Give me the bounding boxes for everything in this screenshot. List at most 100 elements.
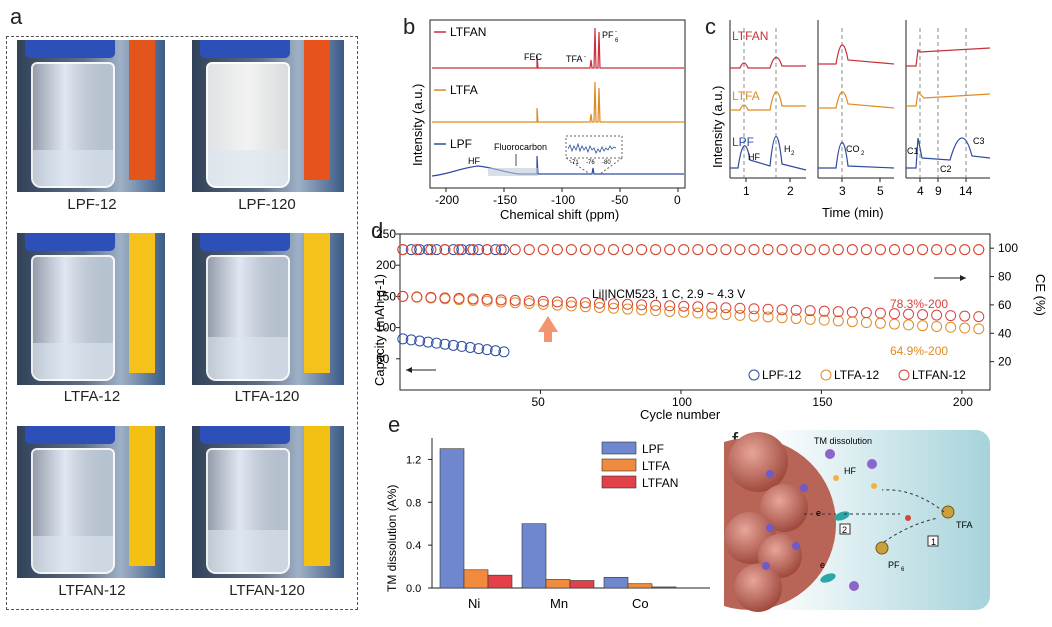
capacity-point bbox=[565, 296, 577, 308]
capacity-point bbox=[509, 294, 521, 306]
capacity-point bbox=[748, 310, 760, 322]
gc-peak-co2: CO bbox=[846, 144, 860, 154]
vial-glass bbox=[31, 255, 115, 381]
ce-point bbox=[874, 244, 886, 256]
capacity-point bbox=[846, 306, 858, 318]
annotation-pf6: PF bbox=[602, 30, 614, 40]
ce-point bbox=[425, 244, 437, 256]
schematic-hf: HF bbox=[844, 466, 856, 476]
ce-point bbox=[959, 244, 971, 256]
gc-chart: Intensity (a.u.) LTFAN LTFA bbox=[710, 20, 991, 220]
cycling-condition: Li||NCM523, 1 C, 2.9 ~ 4.3 V bbox=[592, 287, 745, 301]
ce-point bbox=[593, 244, 605, 256]
capacity-point bbox=[734, 302, 746, 314]
capacity-point bbox=[593, 297, 605, 309]
ce-point bbox=[608, 244, 620, 256]
trace-label-lpf: LPF bbox=[450, 137, 472, 151]
vial-glass bbox=[206, 62, 290, 188]
right-axis-arrowhead-icon bbox=[960, 275, 966, 281]
photo-panel-frame bbox=[6, 36, 358, 610]
capacity-point bbox=[818, 305, 830, 317]
hf-molecule-icon bbox=[833, 475, 839, 481]
annotation-hf: HF bbox=[468, 156, 480, 166]
schematic-electron-1: e bbox=[816, 508, 821, 518]
capacity-point bbox=[523, 298, 535, 310]
ce-point bbox=[664, 244, 676, 256]
annotation-fec: FEC bbox=[524, 52, 543, 62]
bar-ltfan-co bbox=[651, 586, 677, 589]
cycling-chart: 50 100 150 200 50 100 150 200 250 20 40 60 80 100 Cap… bbox=[372, 228, 1048, 422]
nmr-xtick-3: -100 bbox=[551, 193, 575, 207]
bar-ytick-label: 0.8 bbox=[406, 497, 421, 509]
capacity-point bbox=[664, 300, 676, 312]
capacity-point bbox=[959, 310, 971, 322]
cycling-ytick-left-label: 250 bbox=[376, 228, 396, 241]
legend-swatch-lpf bbox=[601, 441, 637, 455]
bar-ltfa-mn bbox=[545, 579, 571, 589]
vial-glass bbox=[206, 448, 290, 574]
gc-peak-co2-sub: 2 bbox=[861, 151, 865, 157]
capacity-point bbox=[467, 293, 479, 305]
capacity-point bbox=[678, 300, 690, 312]
nmr-ylabel: Intensity (a.u.) bbox=[410, 84, 425, 166]
cycling-ytick-right-label: 100 bbox=[998, 241, 1018, 255]
capacity-point bbox=[422, 336, 434, 348]
gc-peak-h2-sub: 2 bbox=[791, 151, 795, 157]
cycling-xlabel: Cycle number bbox=[640, 407, 721, 422]
gc-peak-c1: C1 bbox=[907, 146, 919, 156]
bar-category-label: Ni bbox=[468, 596, 480, 611]
capacity-point bbox=[579, 297, 591, 309]
capacity-point bbox=[692, 307, 704, 319]
vial-photo bbox=[17, 426, 165, 578]
vial-liquid bbox=[33, 536, 113, 572]
bar-ltfan-ni bbox=[487, 574, 513, 589]
capacity-point bbox=[903, 319, 915, 331]
ce-point bbox=[490, 244, 502, 256]
ce-point bbox=[405, 244, 417, 256]
tm-ion-icon bbox=[800, 484, 808, 492]
ce-point bbox=[622, 244, 634, 256]
ce-point bbox=[464, 244, 476, 256]
nmr-plot-frame bbox=[429, 19, 686, 189]
cycling-ylabel-left: Capacity (mAh g-1) bbox=[372, 274, 387, 386]
capacity-point bbox=[397, 290, 409, 302]
schematic-pf6: PF bbox=[888, 560, 900, 570]
fluorocarbon-region bbox=[488, 168, 538, 176]
schematic-electron-2: e bbox=[820, 560, 825, 570]
cycling-xtick-label: 100 bbox=[672, 395, 692, 409]
capacity-point bbox=[473, 343, 485, 355]
ce-point bbox=[447, 244, 459, 256]
bar-legend-ltfa: LTFA bbox=[642, 459, 670, 473]
capacity-point bbox=[464, 342, 476, 354]
vial-glass bbox=[31, 448, 115, 574]
capacity-point bbox=[776, 312, 788, 324]
capacity-point bbox=[917, 320, 929, 332]
panel-label-d: d bbox=[371, 218, 384, 243]
capacity-point bbox=[495, 294, 507, 306]
ce-point bbox=[973, 244, 985, 256]
capacity-point bbox=[593, 301, 605, 313]
capacity-point bbox=[917, 309, 929, 321]
legend-marker-lpf12 bbox=[748, 369, 760, 381]
gc-peak-h2: H bbox=[784, 144, 791, 154]
ann-ltfan-retention: 78.3%-200 bbox=[890, 297, 948, 311]
bar-legend-ltfan: LTFAN bbox=[642, 476, 678, 490]
cycling-ytick-left-label: 100 bbox=[376, 321, 396, 335]
ce-point bbox=[832, 244, 844, 256]
reactive-species-icon bbox=[905, 515, 911, 521]
legend-swatch-ltfan bbox=[601, 475, 637, 489]
inset-tick-2: -76 bbox=[586, 160, 595, 166]
vial-liquid bbox=[208, 150, 288, 186]
nmr-trace-ltfan bbox=[432, 27, 684, 69]
ce-point bbox=[397, 244, 409, 256]
nmr-xtick-5: 0 bbox=[674, 193, 681, 207]
annotation-pf6-sup: - bbox=[615, 29, 617, 35]
capacity-point bbox=[622, 303, 634, 315]
capacity-point bbox=[860, 307, 872, 319]
left-axis-arrowhead-icon bbox=[406, 367, 412, 373]
ce-point bbox=[692, 244, 704, 256]
step-label-1: 1 bbox=[931, 537, 936, 547]
nmr-xticks bbox=[445, 188, 679, 192]
schematic-title: TM dissolution bbox=[814, 436, 872, 446]
vial-photo bbox=[192, 40, 344, 192]
